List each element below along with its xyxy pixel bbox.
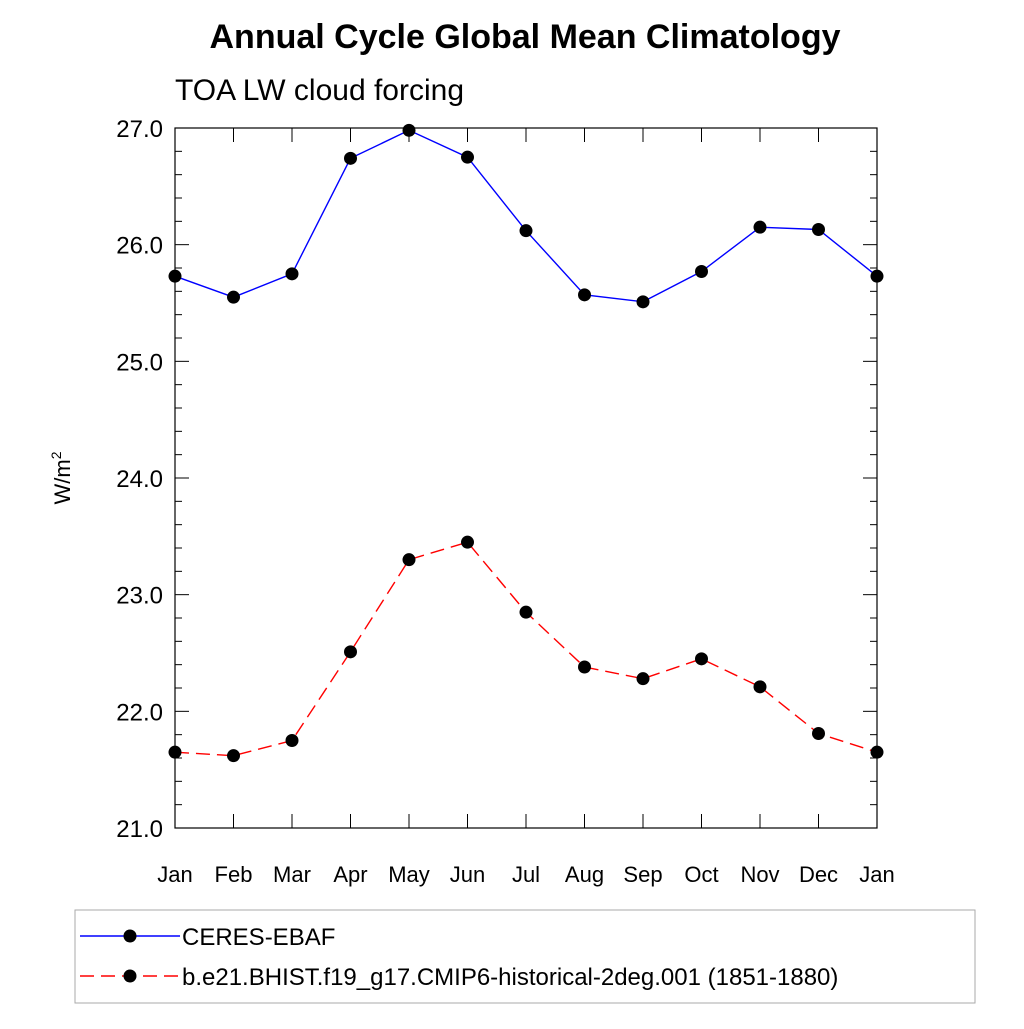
legend-marker-1 (123, 929, 137, 943)
x-tick-label: Jun (450, 862, 485, 887)
y-tick-label: 21.0 (116, 816, 163, 843)
legend-marker-2 (123, 969, 137, 983)
series-2-point (344, 645, 357, 659)
chart-subtitle: TOA LW cloud forcing (175, 74, 464, 107)
x-tick-label: Mar (273, 862, 311, 887)
x-tick-label: Feb (215, 862, 253, 887)
x-tick-label: Nov (740, 862, 779, 887)
legend-box (74, 909, 976, 1004)
axes: 21.0 22.0 23.0 24.0 25.0 26.0 27.0 Jan Feb Mar Apr… (116, 116, 894, 887)
y-axis-label-superscript: 2 (48, 451, 64, 459)
series-line-1 (174, 129, 878, 303)
series-1-point (285, 267, 299, 281)
x-tick-label: Jul (512, 862, 540, 887)
series-1-point (402, 123, 416, 137)
series-1-point (168, 269, 182, 283)
series-2-point (753, 680, 767, 694)
series-2-point (461, 535, 474, 549)
series-1-point (695, 265, 708, 278)
y-tick-label: 22.0 (116, 699, 163, 726)
series-2-point (578, 660, 591, 674)
x-tick-label: Apr (333, 862, 367, 887)
y-tick-label: 24.0 (116, 466, 163, 493)
y-tick-label: 27.0 (116, 116, 163, 143)
series-1-point (812, 223, 825, 236)
y-tick-label: 26.0 (116, 233, 163, 260)
chart-title: Annual Cycle Global Mean Climatology (210, 18, 841, 56)
series-2-point (636, 672, 650, 686)
series-1-point (344, 151, 357, 165)
series-1-point (227, 290, 240, 304)
legend-label-2: b.e21.BHIST.f19_g17.CMIP6-historical-2de… (182, 964, 838, 991)
series-1-point (578, 288, 591, 302)
y-tick-label: 23.0 (116, 583, 163, 610)
x-tick-label: Aug (565, 862, 604, 887)
series-1-point (519, 224, 533, 238)
y-axis-label-text: W/m (50, 459, 75, 504)
series-1-point (461, 150, 474, 164)
y-tick-label: 25.0 (116, 349, 163, 376)
series-2-point (519, 605, 533, 619)
x-tick-label: Dec (799, 862, 838, 887)
x-tick-label: May (388, 862, 430, 887)
legend: CERES-EBAF b.e21.BHIST.f19_g17.CMIP6-hist… (74, 909, 976, 1004)
series-2-point (285, 734, 299, 747)
x-tick-label: Jan (157, 862, 192, 887)
series-1-point (636, 295, 650, 309)
series-2-point (168, 745, 182, 759)
x-tick-label: Jan (859, 862, 894, 887)
series-1-point (753, 220, 767, 234)
series-2-point (812, 727, 825, 740)
y-axis-label: W/m2 (48, 451, 75, 504)
legend-label-1: CERES-EBAF (182, 924, 335, 951)
series-2-point (695, 652, 708, 666)
x-tick-label: Sep (623, 862, 662, 887)
series-2-point (402, 553, 416, 567)
series-1-point (870, 269, 884, 283)
series-line-2 (174, 541, 878, 757)
series-2-point (870, 745, 884, 759)
x-tick-label: Oct (684, 862, 718, 887)
series-layer (168, 123, 884, 763)
series-2-point (227, 749, 240, 763)
